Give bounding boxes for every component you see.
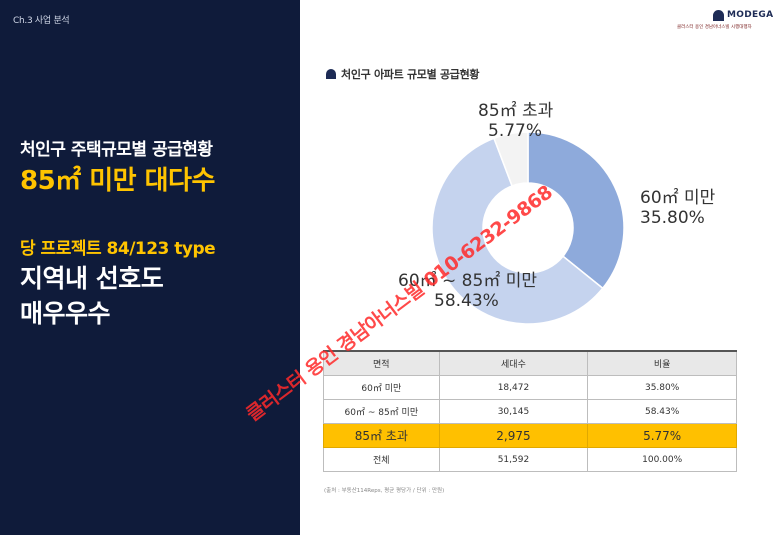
donut-slice-2 xyxy=(492,131,529,187)
slice-label-over-85: 85㎡ 초과 5.77% xyxy=(478,101,553,141)
header-ratio: 비율 xyxy=(587,350,737,376)
donut-slice-0 xyxy=(527,131,625,290)
project-type-subhead: 당 프로젝트 84/123 type xyxy=(20,239,216,259)
slice-name: 60㎡ ~ 85㎡ 미만 xyxy=(398,271,537,291)
preference-line-1: 지역내 선호도 xyxy=(20,264,164,293)
slice-name: 85㎡ 초과 xyxy=(478,101,554,121)
supply-table: 면적 세대수 비율 60㎡ 미만 18,472 35.80% 60㎡ ~ 85㎡… xyxy=(323,350,737,472)
chart-title-text: 처인구 아파트 규모별 공급현황 xyxy=(341,68,480,81)
cell-area: 85㎡ 초과 xyxy=(323,423,440,448)
slice-name: 60㎡ 미만 xyxy=(640,188,716,208)
left-panel: Ch.3 사업 분석 처인구 주택규모별 공급현황 85㎡ 미만 대다수 당 프… xyxy=(0,0,300,535)
table-row: 60㎡ 미만 18,472 35.80% xyxy=(323,375,737,400)
cell-area: 60㎡ 미만 xyxy=(323,375,440,400)
cell-ratio: 35.80% xyxy=(587,375,737,400)
table-row: 60㎡ ~ 85㎡ 미만 30,145 58.43% xyxy=(323,399,737,424)
cell-ratio: 100.00% xyxy=(587,447,737,472)
logo-tagline: 클러스터 용인 경남아너스빌 시행대행자 xyxy=(677,25,752,30)
logo-brand: MODEGA xyxy=(727,10,773,20)
slice-value: 58.43% xyxy=(434,291,499,311)
cell-households: 18,472 xyxy=(438,375,589,400)
chart-title: 처인구 아파트 규모별 공급현황 xyxy=(326,66,480,82)
title-bullet-icon xyxy=(326,69,336,79)
table-row-highlighted: 85㎡ 초과 2,975 5.77% xyxy=(323,423,737,448)
cell-households: 51,592 xyxy=(438,447,589,472)
company-logo: MODEGA 클러스터 용인 경남아너스빌 시행대행자 xyxy=(677,10,773,34)
preference-line-2: 매우우수 xyxy=(20,299,111,328)
table-row-total: 전체 51,592 100.00% xyxy=(323,447,737,472)
slice-label-under-60: 60㎡ 미만 35.80% xyxy=(640,188,715,228)
cell-area: 60㎡ ~ 85㎡ 미만 xyxy=(323,399,440,424)
cell-ratio: 58.43% xyxy=(587,399,737,424)
headline-supply-status: 처인구 주택규모별 공급현황 xyxy=(20,140,213,160)
chapter-label: Ch.3 사업 분석 xyxy=(13,16,70,26)
cell-ratio: 5.77% xyxy=(587,423,737,448)
logo-mark-icon xyxy=(713,10,724,21)
slice-value: 5.77% xyxy=(488,121,543,141)
cell-households: 30,145 xyxy=(438,399,589,424)
headline-under-85: 85㎡ 미만 대다수 xyxy=(20,166,215,196)
cell-area: 전체 xyxy=(323,447,440,472)
source-note: (출처 : 부동산114Reps, 평균 평당가 / 단위 : 만원) xyxy=(324,488,445,494)
slice-value: 35.80% xyxy=(640,208,705,228)
cell-households: 2,975 xyxy=(438,423,589,448)
donut-slice-1 xyxy=(431,137,604,325)
slice-label-60-85: 60㎡ ~ 85㎡ 미만 58.43% xyxy=(398,271,537,311)
header-households: 세대수 xyxy=(438,350,589,376)
table-header-row: 면적 세대수 비율 xyxy=(323,350,737,376)
